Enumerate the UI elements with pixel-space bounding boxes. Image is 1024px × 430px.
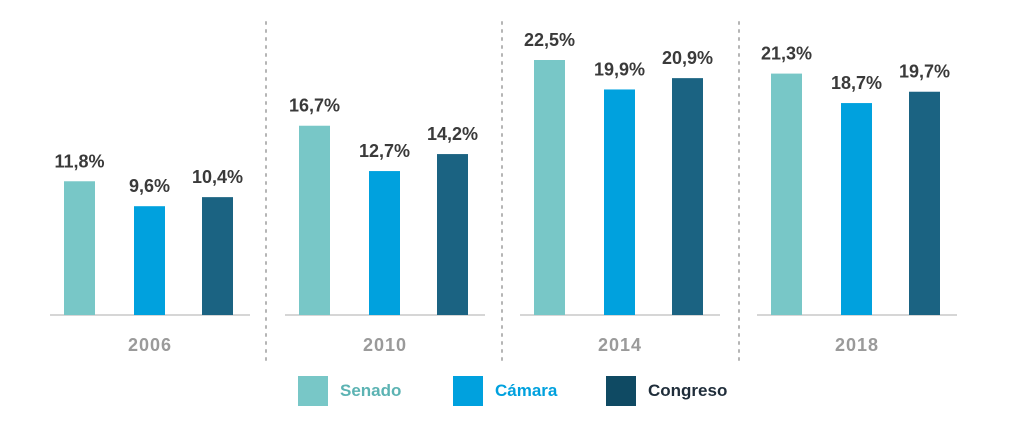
bar-camara-2014 [604,89,635,315]
bar-camara-2010 [369,171,400,315]
legend-label-congreso: Congreso [648,381,728,400]
data-label-senado-2010: 16,7% [289,96,340,116]
legend-item-congreso: Congreso [606,376,727,406]
data-label-congreso-2010: 14,2% [427,124,478,144]
bar-congreso-2018 [909,91,940,315]
legend-swatch-senado [298,376,328,406]
data-label-congreso-2006: 10,4% [192,167,243,187]
data-label-camara-2018: 18,7% [831,73,882,93]
data-label-congreso-2018: 19,7% [899,62,950,82]
legend-swatch-congreso [606,376,636,406]
bar-senado-2018 [771,73,802,315]
bar-camara-2006 [134,206,165,315]
legend-item-senado: Senado [298,376,401,406]
bar-congreso-2006 [202,197,233,315]
category-label-2018: 2018 [835,335,879,355]
bar-congreso-2010 [437,154,468,315]
bar-chart: 2006 11,8% 9,6% 10,4% 2010 16,7% 12,7% 14,2% 201… [50,21,957,363]
category-label-2010: 2010 [363,335,407,355]
data-label-senado-2006: 11,8% [54,151,104,171]
legend-label-camara: Cámara [495,381,558,400]
category-label-2006: 2006 [128,335,172,355]
data-label-camara-2006: 9,6% [129,176,170,196]
category-label-2014: 2014 [598,335,642,355]
legend: Senado Cámara Congreso [0,376,1024,416]
data-label-camara-2014: 19,9% [594,59,645,79]
data-label-camara-2010: 12,7% [359,141,410,161]
bar-camara-2018 [841,103,872,315]
bar-senado-2014 [534,60,565,315]
bar-senado-2006 [64,181,95,315]
data-label-congreso-2014: 20,9% [662,48,713,68]
data-label-senado-2018: 21,3% [761,44,812,64]
bar-congreso-2014 [672,78,703,315]
legend-item-camara: Cámara [453,376,557,406]
data-label-senado-2014: 22,5% [524,30,575,50]
bar-senado-2010 [299,125,330,315]
legend-swatch-camara [453,376,483,406]
legend-label-senado: Senado [340,381,402,400]
